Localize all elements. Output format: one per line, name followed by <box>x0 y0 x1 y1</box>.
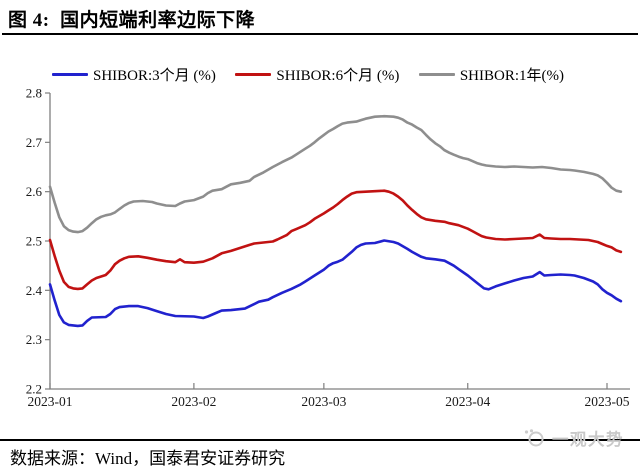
figure-title: 图 4: 国内短端利率边际下降 <box>8 10 256 31</box>
shibor-line-chart: 2.2 2.3 2.4 2.5 2.6 2.7 2.8 2023-01 2023-02 2023-… <box>26 86 630 409</box>
x-axis-tick-label: 2023-03 <box>301 394 346 409</box>
x-axis-tick-label: 2023-04 <box>445 394 490 409</box>
x-axis-tick-label: 2023-01 <box>28 394 73 409</box>
watermark: 一观大势 <box>524 426 624 450</box>
legend-line-swatch-gray <box>418 72 455 77</box>
legend-label: SHIBOR:3个月 (%) <box>93 68 216 84</box>
y-axis-tick-label: 2.2 <box>26 382 42 397</box>
y-axis-tick-label: 2.5 <box>26 234 42 249</box>
y-axis-tick-label: 2.7 <box>26 135 43 150</box>
y-axis-tick-label: 2.4 <box>26 283 43 298</box>
watermark-text: 一观大势 <box>552 430 624 449</box>
x-axis-tick-label: 2023-02 <box>171 394 216 409</box>
x-axis-tick-label: 2023-05 <box>585 394 630 409</box>
legend-item-shibor-1y: SHIBOR:1年(%) <box>418 64 564 85</box>
chart-legend: SHIBOR:3个月 (%) SHIBOR:6个月 (%) SHIBOR:1年(… <box>52 64 564 85</box>
series-line-0 <box>48 239 623 328</box>
y-axis-tick-label: 2.8 <box>26 86 42 101</box>
series-line-1 <box>48 189 623 291</box>
title-underline <box>2 33 638 35</box>
y-axis-tick-label: 2.3 <box>26 332 42 347</box>
legend-item-shibor-6m: SHIBOR:6个月 (%) <box>235 64 399 85</box>
axis-lines <box>49 93 630 390</box>
legend-item-shibor-3m: SHIBOR:3个月 (%) <box>52 64 216 85</box>
legend-label: SHIBOR:1年(%) <box>459 68 564 84</box>
footer-rule <box>0 439 640 441</box>
watermark-logo-icon <box>524 429 544 447</box>
data-source-note: 数据来源：Wind，国泰君安证券研究 <box>10 449 286 468</box>
legend-label: SHIBOR:6个月 (%) <box>276 68 400 84</box>
series-line-2 <box>48 114 623 234</box>
legend-line-swatch-blue <box>52 72 88 77</box>
y-axis-tick-label: 2.6 <box>26 184 43 199</box>
legend-line-swatch-red <box>235 72 272 77</box>
